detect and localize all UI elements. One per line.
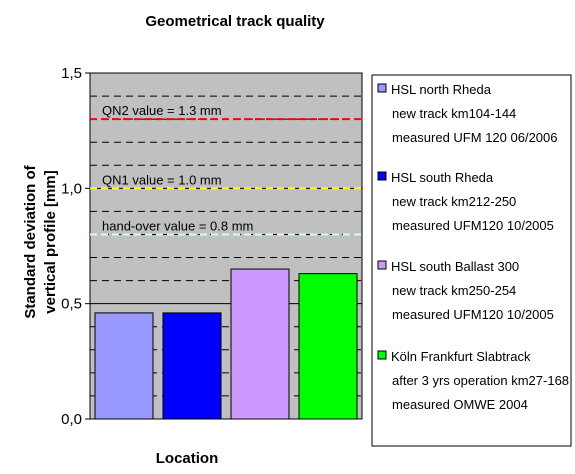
chart-title: Geometrical track quality	[145, 13, 325, 30]
y-axis-label-line2: vertical profile [mm]	[42, 170, 59, 313]
bar	[230, 268, 290, 420]
legend-swatch	[377, 350, 387, 360]
legend-text: new track km250-254	[392, 283, 516, 298]
legend-text: HSL north Rheda	[391, 82, 492, 97]
legend-text: HSL south Ballast 300	[391, 259, 519, 274]
reference-line-label: QN1 value = 1.0 mm	[102, 172, 222, 187]
reference-line-label: hand-over value = 0.8 mm	[102, 218, 253, 233]
legend-text: HSL south Rheda	[391, 170, 494, 185]
legend-text: new track km212-250	[392, 194, 516, 209]
legend-swatch	[377, 171, 387, 181]
y-tick-label: 0,5	[61, 296, 82, 313]
legend: HSL north Rheda new track km104-144 measur…	[377, 82, 569, 412]
bar	[298, 273, 358, 420]
legend-text: measured OMWE 2004	[392, 397, 528, 412]
reference-line-label: QN2 value = 1.3 mm	[102, 103, 222, 118]
y-tick-label: 0,0	[61, 411, 82, 428]
bars	[94, 268, 358, 420]
legend-text: measured UFM120 10/2005	[392, 218, 554, 233]
legend-text: measured UFM 120 06/2006	[392, 130, 557, 145]
legend-text: measured UFM120 10/2005	[392, 307, 554, 322]
legend-text: Köln Frankfurt Slabtrack	[391, 349, 531, 364]
legend-text: new track km104-144	[392, 106, 516, 121]
reference-lines: QN2 value = 1.3 mm QN1 value = 1.0 mm hand…	[90, 103, 362, 236]
y-tick-label: 1,5	[61, 65, 82, 82]
legend-box	[371, 74, 572, 447]
y-axis-ticks: 0,0 0,5 1,0 1,5	[61, 65, 90, 428]
legend-swatch	[377, 260, 387, 270]
y-tick-label: 1,0	[61, 180, 82, 197]
x-axis-label: Location	[156, 450, 219, 467]
bar	[94, 312, 154, 420]
legend-swatch	[377, 83, 387, 93]
legend-text: after 3 yrs operation km27-168	[392, 373, 569, 388]
bar	[162, 312, 222, 420]
y-axis-label-line1: Standard deviation of	[22, 164, 39, 318]
